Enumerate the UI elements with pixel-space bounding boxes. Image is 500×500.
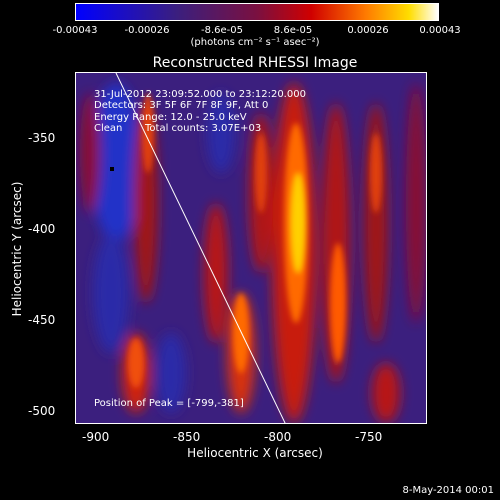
x-tick-label: -900 bbox=[82, 430, 110, 444]
image-title: Reconstructed RHESSI Image bbox=[152, 55, 358, 71]
x-tick-label: -750 bbox=[355, 430, 383, 444]
y-tick-label: -500 bbox=[28, 404, 56, 418]
colorbar-tick-label: 8.6e-05 bbox=[273, 25, 313, 36]
colorbar-units: (photons cm⁻² s⁻¹ asec⁻²) bbox=[190, 37, 320, 48]
peak-position-annotation: Position of Peak = [-799,-381] bbox=[94, 398, 244, 409]
clean-annotation: Clean bbox=[94, 123, 123, 134]
y-tick-label: -400 bbox=[28, 222, 56, 236]
colorbar-tick-label: -8.6e-05 bbox=[201, 25, 243, 36]
y-tick-label: -350 bbox=[28, 131, 56, 145]
colorbar bbox=[75, 3, 439, 21]
x-axis-label: Heliocentric X (arcsec) bbox=[187, 446, 323, 460]
rhessi-image-plot bbox=[75, 72, 427, 424]
y-tick-label: -450 bbox=[28, 313, 56, 327]
x-tick-label: -850 bbox=[173, 430, 201, 444]
total-counts-annotation: Total counts: 3.07E+03 bbox=[145, 123, 262, 134]
footer-date: 8-May-2014 00:01 bbox=[402, 485, 494, 496]
time-range-annotation: 31-Jul-2012 23:09:52.000 to 23:12:20.000 bbox=[94, 89, 306, 100]
colorbar-tick-label: -0.00043 bbox=[52, 25, 98, 36]
detectors-annotation: Detectors: 3F 5F 6F 7F 8F 9F, Att 0 bbox=[94, 100, 269, 111]
colorbar-tick-label: -0.00026 bbox=[124, 25, 170, 36]
rhessi-image bbox=[76, 73, 426, 423]
peak-marker bbox=[110, 167, 114, 171]
colorbar-gradient bbox=[76, 4, 438, 20]
energy-range-annotation: Energy Range: 12.0 - 25.0 keV bbox=[94, 112, 247, 123]
solar-limb-line bbox=[115, 73, 286, 423]
y-axis-label: Heliocentric Y (arcsec) bbox=[10, 181, 24, 317]
x-tick-label: -800 bbox=[264, 430, 292, 444]
colorbar-tick-label: 0.00043 bbox=[419, 25, 461, 36]
colorbar-tick-label: 0.00026 bbox=[347, 25, 389, 36]
